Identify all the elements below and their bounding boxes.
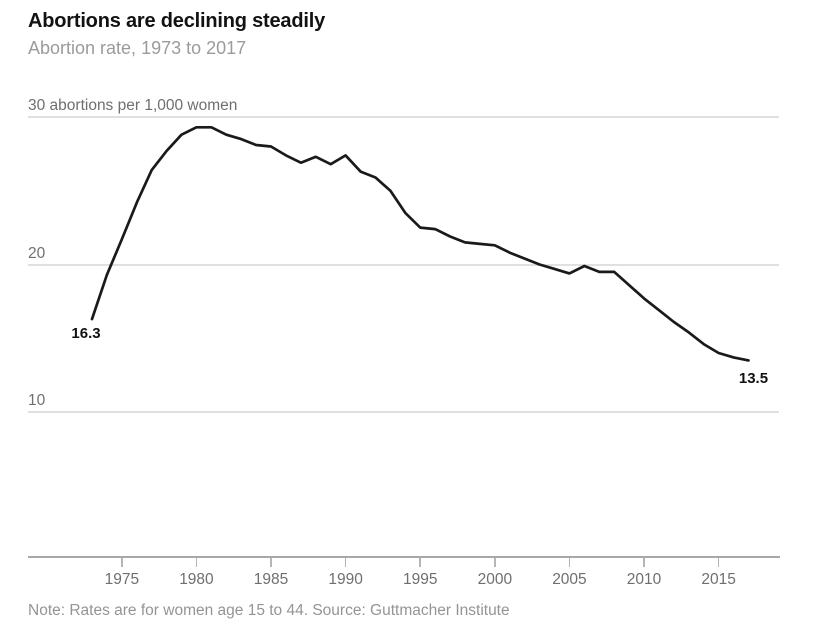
x-axis-tick-label: 2010 [626, 571, 662, 588]
x-axis-tick-label: 1985 [253, 571, 289, 588]
x-axis-tick [717, 558, 720, 567]
gridline [28, 263, 779, 266]
x-axis-tick [494, 558, 496, 567]
x-axis-tick-label: 1980 [179, 571, 214, 588]
x-axis-tick-label: 2000 [477, 571, 513, 588]
source-note: Note: Rates are for women age 15 to 44. … [28, 602, 510, 619]
x-axis-tick [344, 558, 347, 567]
x-axis-line [28, 556, 780, 558]
x-axis-tick [195, 558, 198, 567]
x-axis-tick-label: 1975 [104, 571, 140, 588]
chart-title: Abortions are declining steadily [28, 10, 325, 32]
x-axis-tick-label: 2005 [552, 571, 587, 588]
chart-subtitle: Abortion rate, 1973 to 2017 [28, 38, 247, 58]
y-axis-label: 20 [28, 244, 46, 262]
x-axis-tick [568, 558, 571, 567]
x-axis-tick [419, 558, 421, 567]
trend-line [90, 125, 750, 362]
gridline [28, 116, 779, 118]
x-axis-tick [643, 558, 645, 567]
x-axis-tick-label: 2015 [701, 571, 736, 588]
x-axis-tick-label: 1995 [402, 571, 438, 588]
x-axis-tick [270, 558, 272, 567]
last-point-label: 13.5 [738, 370, 769, 388]
y-axis-label: 10 [28, 392, 46, 409]
gridline [28, 411, 779, 413]
x-axis-tick [121, 558, 123, 567]
first-point-label: 16.3 [71, 325, 101, 343]
x-axis-tick-label: 1990 [328, 571, 363, 588]
y-axis-label: 30 abortions per 1,000 women [28, 97, 238, 114]
